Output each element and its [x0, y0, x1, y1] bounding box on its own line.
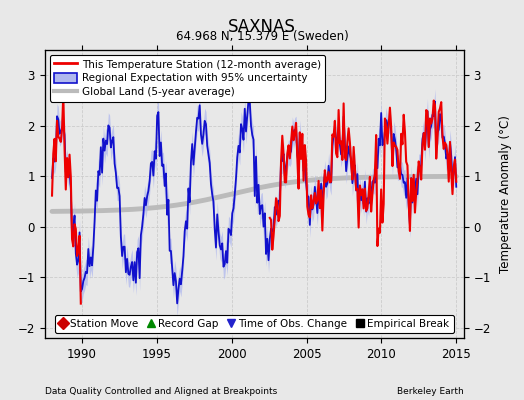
Text: Berkeley Earth: Berkeley Earth: [397, 387, 464, 396]
Legend: Station Move, Record Gap, Time of Obs. Change, Empirical Break: Station Move, Record Gap, Time of Obs. C…: [54, 314, 454, 333]
Text: 64.968 N, 15.379 E (Sweden): 64.968 N, 15.379 E (Sweden): [176, 30, 348, 43]
Y-axis label: Temperature Anomaly (°C): Temperature Anomaly (°C): [499, 115, 512, 273]
Text: Data Quality Controlled and Aligned at Breakpoints: Data Quality Controlled and Aligned at B…: [45, 387, 277, 396]
Text: SAXNAS: SAXNAS: [228, 18, 296, 36]
